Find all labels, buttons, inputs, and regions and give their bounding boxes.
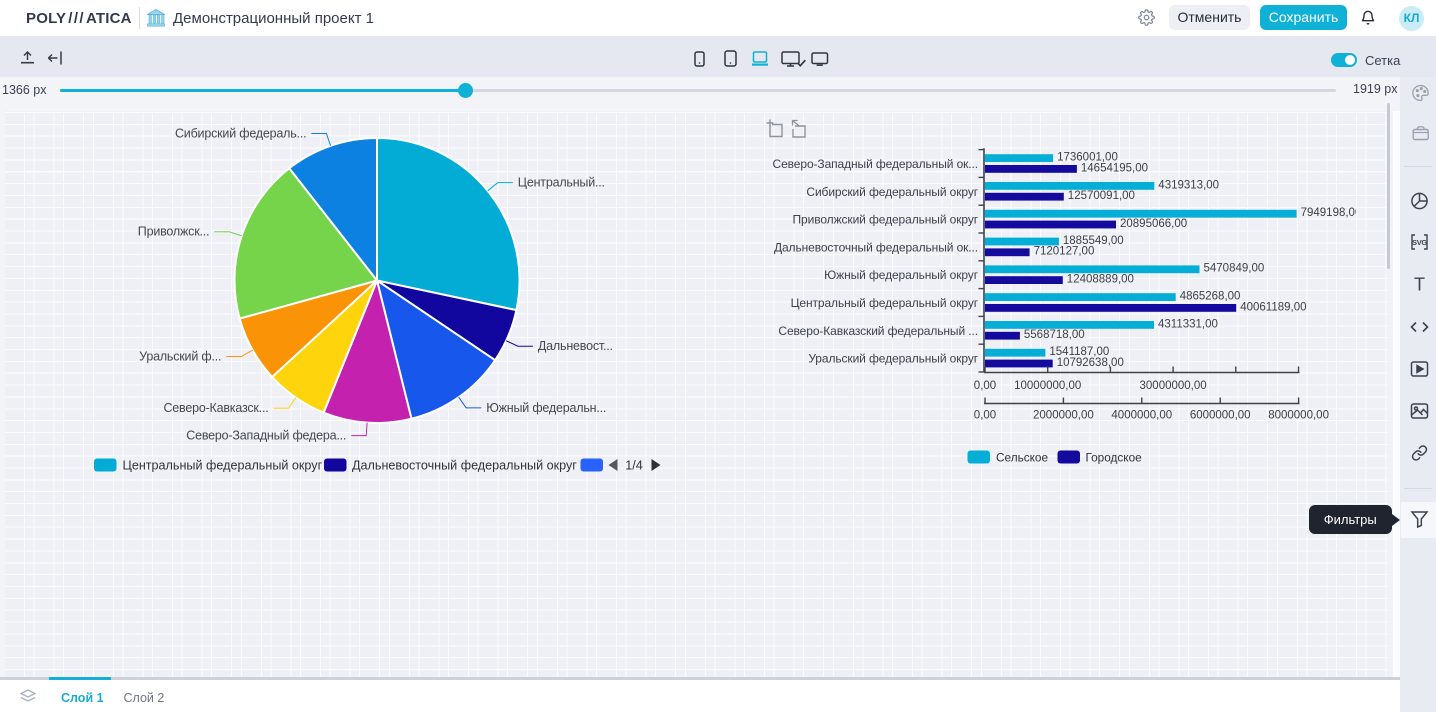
svg-text:Северо-Кавказский федеральный: Северо-Кавказский федеральный ... (778, 324, 978, 338)
svg-text:Городское: Городское (1086, 451, 1143, 465)
svg-text:SVG: SVG (1412, 238, 1427, 247)
svg-text:6000000,00: 6000000,00 (1190, 410, 1251, 422)
svg-text:10792638,00: 10792638,00 (1057, 357, 1124, 369)
svg-text:20895066,00: 20895066,00 (1120, 218, 1187, 230)
svg-text:1/4: 1/4 (625, 459, 643, 473)
svg-text:4865268,00: 4865268,00 (1180, 291, 1241, 303)
svg-text:7120127,00: 7120127,00 (1034, 246, 1095, 258)
svg-text:T: T (1414, 275, 1425, 295)
svg-text:0,00: 0,00 (974, 380, 996, 392)
svg-text:Дальневосточный федеральный ок: Дальневосточный федеральный округ (352, 459, 577, 473)
svg-text:Центральный федеральный округ: Центральный федеральный округ (123, 459, 323, 473)
svg-text:4000000,00: 4000000,00 (1111, 410, 1172, 422)
svg-text:14654195,00: 14654195,00 (1081, 162, 1148, 174)
svg-text:10000000,00: 10000000,00 (1014, 380, 1081, 392)
svg-text:Северо-Кавказск...: Северо-Кавказск... (163, 401, 268, 415)
svg-text:Сибирский федераль...: Сибирский федераль... (175, 126, 306, 140)
svg-text:7949198,00: 7949198,00 (1301, 207, 1362, 219)
svg-text:Дальневост...: Дальневост... (538, 339, 613, 353)
svg-text:1885549,00: 1885549,00 (1063, 235, 1124, 247)
svg-text:Сельское: Сельское (996, 451, 1048, 465)
svg-text:12408889,00: 12408889,00 (1067, 274, 1134, 286)
svg-text:0,00: 0,00 (974, 410, 996, 422)
svg-text:Уральский ф...: Уральский ф... (139, 349, 221, 363)
svg-text:Южный федеральн...: Южный федеральн... (486, 401, 606, 415)
svg-text:Северо-Западный федера...: Северо-Западный федера... (186, 429, 346, 443)
svg-text:Южный федеральный округ: Южный федеральный округ (824, 268, 979, 282)
svg-text:5568718,00: 5568718,00 (1024, 329, 1085, 341)
svg-text:12570091,00: 12570091,00 (1068, 190, 1135, 202)
svg-text:1541187,00: 1541187,00 (1049, 346, 1109, 358)
svg-text:Центральный федеральный округ: Центральный федеральный округ (791, 296, 979, 310)
svg-text:Приволжский федеральный округ: Приволжский федеральный округ (793, 213, 979, 227)
svg-text:8000000,00: 8000000,00 (1268, 410, 1329, 422)
svg-text:Уральский федеральный округ: Уральский федеральный округ (808, 352, 978, 366)
svg-text:Северо-Западный федеральный ок: Северо-Западный федеральный ок... (773, 157, 978, 171)
svg-text:4319313,00: 4319313,00 (1158, 179, 1219, 191)
svg-text:Сибирский федеральный округ: Сибирский федеральный округ (806, 185, 978, 199)
svg-text:Центральный...: Центральный... (518, 176, 605, 190)
svg-text:Дальневосточный федеральный ок: Дальневосточный федеральный ок... (774, 240, 978, 254)
svg-text:40061189,00: 40061189,00 (1240, 301, 1306, 313)
svg-text:2000000,00: 2000000,00 (1033, 410, 1094, 422)
svg-text:5470849,00: 5470849,00 (1204, 263, 1265, 275)
svg-text:4311331,00: 4311331,00 (1158, 318, 1218, 330)
svg-text:Приволжск...: Приволжск... (138, 225, 210, 239)
svg-text:30000000,00: 30000000,00 (1140, 380, 1207, 392)
svg-text:1736001,00: 1736001,00 (1057, 152, 1118, 164)
